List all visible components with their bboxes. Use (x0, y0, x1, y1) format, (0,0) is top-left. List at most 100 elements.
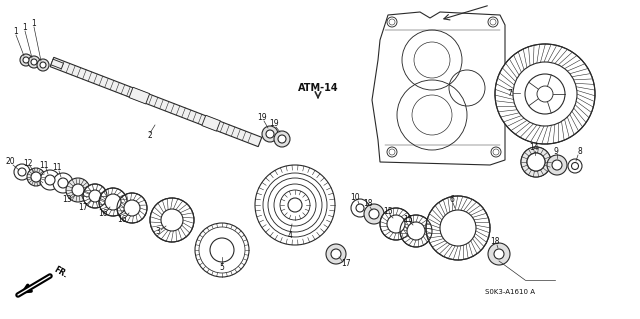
Circle shape (280, 190, 310, 220)
Circle shape (255, 165, 335, 245)
Circle shape (89, 190, 101, 202)
Text: ATM-14: ATM-14 (298, 83, 339, 93)
Text: 8: 8 (578, 147, 582, 157)
Text: 13: 13 (62, 196, 72, 204)
Polygon shape (202, 115, 220, 131)
Circle shape (195, 223, 249, 277)
Circle shape (210, 238, 234, 262)
Circle shape (124, 200, 140, 216)
Text: 19: 19 (269, 120, 279, 129)
Circle shape (27, 168, 45, 186)
Text: 17: 17 (341, 259, 351, 269)
Circle shape (278, 135, 286, 143)
Circle shape (387, 147, 397, 157)
Circle shape (351, 199, 369, 217)
Text: 19: 19 (257, 114, 267, 122)
Circle shape (161, 209, 183, 231)
Circle shape (572, 162, 579, 169)
Text: 6: 6 (449, 196, 454, 204)
Text: S0K3-A1610 A: S0K3-A1610 A (485, 289, 535, 295)
Circle shape (407, 222, 425, 240)
Polygon shape (51, 59, 63, 69)
Circle shape (14, 164, 30, 180)
Circle shape (45, 175, 55, 185)
Circle shape (72, 184, 84, 196)
Circle shape (326, 244, 346, 264)
Circle shape (199, 227, 245, 273)
Text: 7: 7 (508, 88, 513, 98)
Circle shape (521, 147, 551, 177)
Circle shape (494, 249, 504, 259)
Text: 18: 18 (490, 238, 500, 247)
Circle shape (37, 59, 49, 71)
Circle shape (99, 188, 127, 216)
Circle shape (521, 147, 551, 177)
Circle shape (527, 153, 545, 171)
Text: 14: 14 (529, 144, 539, 152)
Text: 2: 2 (148, 131, 152, 140)
Text: 5: 5 (220, 263, 225, 272)
Circle shape (495, 44, 595, 144)
Circle shape (426, 196, 490, 260)
Text: 17: 17 (78, 203, 88, 211)
Text: 20: 20 (5, 158, 15, 167)
Circle shape (53, 173, 73, 193)
Polygon shape (372, 12, 505, 165)
Circle shape (527, 153, 545, 171)
Text: 4: 4 (287, 232, 292, 241)
Circle shape (288, 198, 302, 212)
Text: 1: 1 (31, 19, 36, 28)
Circle shape (387, 17, 397, 27)
Circle shape (387, 215, 405, 233)
Circle shape (262, 126, 278, 142)
Text: 11: 11 (39, 160, 49, 169)
Circle shape (547, 155, 567, 175)
Circle shape (20, 54, 32, 66)
Text: 15: 15 (383, 207, 393, 217)
Circle shape (66, 178, 90, 202)
Circle shape (58, 178, 68, 188)
Circle shape (28, 56, 40, 68)
Circle shape (356, 204, 364, 212)
Circle shape (525, 74, 565, 114)
Circle shape (491, 147, 501, 157)
Circle shape (40, 170, 60, 190)
Polygon shape (129, 87, 150, 104)
Text: FR.: FR. (52, 264, 68, 279)
Circle shape (537, 86, 553, 102)
Circle shape (40, 62, 46, 68)
Circle shape (369, 209, 379, 219)
Polygon shape (50, 57, 262, 147)
Circle shape (117, 193, 147, 223)
Circle shape (150, 198, 194, 242)
Text: 11: 11 (52, 164, 61, 173)
Circle shape (568, 159, 582, 173)
Text: 12: 12 (23, 159, 33, 167)
Circle shape (31, 59, 37, 65)
Text: 18: 18 (364, 199, 372, 209)
Text: 15: 15 (403, 214, 413, 224)
Circle shape (440, 210, 476, 246)
Circle shape (513, 62, 577, 126)
Text: 1: 1 (22, 24, 28, 33)
Circle shape (488, 17, 498, 27)
Circle shape (552, 160, 562, 170)
Text: 16: 16 (117, 216, 127, 225)
Circle shape (105, 194, 121, 210)
Circle shape (23, 57, 29, 63)
Text: 9: 9 (554, 146, 559, 155)
Circle shape (274, 131, 290, 147)
Circle shape (364, 204, 384, 224)
Circle shape (400, 215, 432, 247)
Circle shape (18, 168, 26, 176)
Circle shape (266, 130, 274, 138)
Circle shape (31, 172, 41, 182)
Circle shape (83, 184, 107, 208)
Circle shape (331, 249, 341, 259)
Text: 3: 3 (156, 227, 161, 236)
Text: 16: 16 (98, 210, 108, 219)
Circle shape (380, 208, 412, 240)
Text: 10: 10 (350, 194, 360, 203)
Circle shape (488, 243, 510, 265)
Text: 1: 1 (13, 27, 19, 36)
